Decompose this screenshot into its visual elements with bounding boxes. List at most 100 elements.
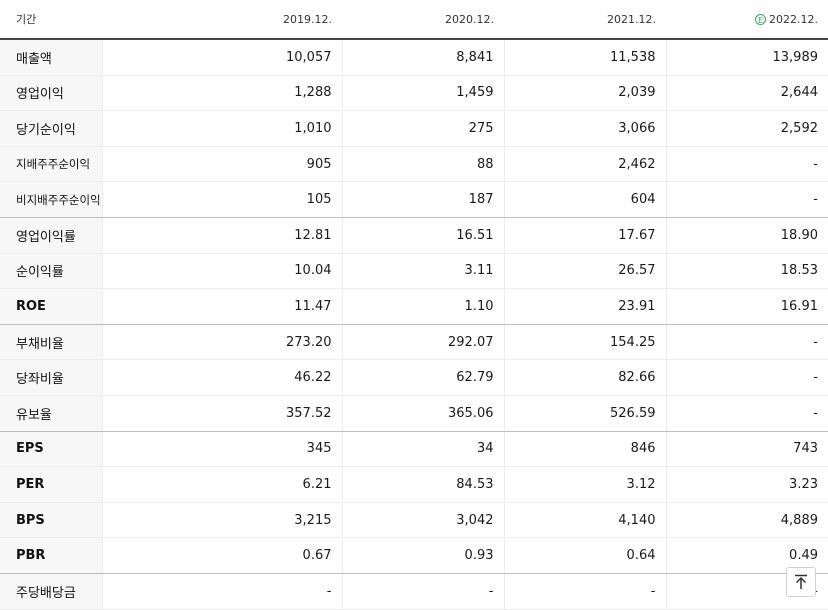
cell: 23.91 <box>503 288 666 325</box>
cell: 345 <box>101 431 342 468</box>
row-label: EPS <box>0 431 102 468</box>
cell: - <box>665 359 828 396</box>
table-row: 부채비율 273.20 292.07 154.25- <box>0 324 828 361</box>
table-row: 유보율 357.52 365.06 526.59- <box>0 395 828 432</box>
cell: 6.21 <box>101 466 342 503</box>
arrow-up-to-line-icon <box>795 574 807 589</box>
row-label: PER <box>0 466 102 503</box>
cell: 2,462 <box>503 146 666 183</box>
cell: 84.53 <box>341 466 504 503</box>
cell: 3,066 <box>503 110 666 147</box>
row-label: 당좌비율 <box>0 359 102 396</box>
table-row: PER 6.21 84.53 3.12 3.23 <box>0 466 828 503</box>
cell: 275 <box>341 110 504 147</box>
cell: 26.57 <box>503 253 666 290</box>
cell: 8,841 <box>341 39 504 76</box>
row-label: 매출액 <box>0 39 102 76</box>
period-2022-label: 2022.12. <box>769 12 818 26</box>
row-label: PBR <box>0 537 102 574</box>
table-row: PBR 0.67 0.93 0.64 0.49 <box>0 537 828 574</box>
cell: 3,042 <box>341 502 504 539</box>
row-label: 영업이익 <box>0 75 102 112</box>
period-header-label: 기간 <box>0 0 102 40</box>
period-2022-header: E 2022.12. <box>666 0 828 40</box>
cell: 2,592 <box>665 110 828 147</box>
cell: 3.23 <box>665 466 828 503</box>
scroll-to-top-button[interactable] <box>786 567 816 597</box>
cell: 1,459 <box>341 75 504 112</box>
cell: 10.04 <box>101 253 342 290</box>
table-row: 당기순이익 1,010 275 3,066 2,592 <box>0 110 828 147</box>
table-row: 순이익률 10.04 3.11 26.57 18.53 <box>0 253 828 290</box>
cell: - <box>665 146 828 183</box>
cell: - <box>101 573 342 610</box>
cell: 18.90 <box>665 217 828 254</box>
cell: 357.52 <box>101 395 342 432</box>
cell: 12.81 <box>101 217 342 254</box>
cell: 3,215 <box>101 502 342 539</box>
row-label: 유보율 <box>0 395 102 432</box>
cell: - <box>341 573 504 610</box>
table-row: 주당배당금---- <box>0 573 828 610</box>
row-label: 부채비율 <box>0 324 102 361</box>
row-label: 순이익률 <box>0 253 102 290</box>
cell: 905 <box>101 146 342 183</box>
table-row: 매출액 10,057 8,841 11,538 13,989 <box>0 39 828 76</box>
cell: 17.67 <box>503 217 666 254</box>
row-label: 주당배당금 <box>0 573 102 610</box>
table-row: 비지배주주순이익 105 187 604- <box>0 181 828 218</box>
cell: 0.93 <box>341 537 504 574</box>
cell: 11.47 <box>101 288 342 325</box>
cell: 46.22 <box>101 359 342 396</box>
cell: 2,644 <box>665 75 828 112</box>
table-header-row: 기간 2019.12. 2020.12. 2021.12. E 2022.12. <box>0 0 828 40</box>
cell: 18.53 <box>665 253 828 290</box>
table-row: ROE 11.47 1.10 23.91 16.91 <box>0 288 828 325</box>
cell: 187 <box>341 181 504 218</box>
cell: 526.59 <box>503 395 666 432</box>
cell: - <box>665 395 828 432</box>
cell: - <box>503 573 666 610</box>
row-label: 지배주주순이익 <box>0 146 102 183</box>
cell: 273.20 <box>101 324 342 361</box>
period-2020-header: 2020.12. <box>342 0 504 40</box>
cell: 292.07 <box>341 324 504 361</box>
row-label: ROE <box>0 288 102 325</box>
table-row: 영업이익률 12.81 16.51 17.67 18.90 <box>0 217 828 254</box>
cell: 11,538 <box>503 39 666 76</box>
estimate-badge-icon: E <box>755 14 767 25</box>
cell: - <box>665 324 828 361</box>
period-2021-header: 2021.12. <box>504 0 666 40</box>
table-row: BPS 3,215 3,042 4,140 4,889 <box>0 502 828 539</box>
cell: 4,140 <box>503 502 666 539</box>
cell: 105 <box>101 181 342 218</box>
cell: 2,039 <box>503 75 666 112</box>
row-label: BPS <box>0 502 102 539</box>
row-label: 비지배주주순이익 <box>0 181 102 218</box>
cell: 10,057 <box>101 39 342 76</box>
cell: 82.66 <box>503 359 666 396</box>
cell: 846 <box>503 431 666 468</box>
cell: - <box>665 181 828 218</box>
cell: 0.64 <box>503 537 666 574</box>
row-label: 당기순이익 <box>0 110 102 147</box>
cell: 3.11 <box>341 253 504 290</box>
cell: 0.67 <box>101 537 342 574</box>
table-row: 영업이익 1,288 1,459 2,039 2,644 <box>0 75 828 112</box>
cell: 604 <box>503 181 666 218</box>
cell: 4,889 <box>665 502 828 539</box>
cell: 743 <box>665 431 828 468</box>
cell: 13,989 <box>665 39 828 76</box>
cell: 365.06 <box>341 395 504 432</box>
cell: 1.10 <box>341 288 504 325</box>
cell: 1,288 <box>101 75 342 112</box>
row-label: 영업이익률 <box>0 217 102 254</box>
cell: 62.79 <box>341 359 504 396</box>
cell: 3.12 <box>503 466 666 503</box>
table-row: 지배주주순이익 905 88 2,462- <box>0 146 828 183</box>
cell: 16.51 <box>341 217 504 254</box>
cell: 154.25 <box>503 324 666 361</box>
table-row: EPS 345 34 846 743 <box>0 431 828 468</box>
cell: 1,010 <box>101 110 342 147</box>
